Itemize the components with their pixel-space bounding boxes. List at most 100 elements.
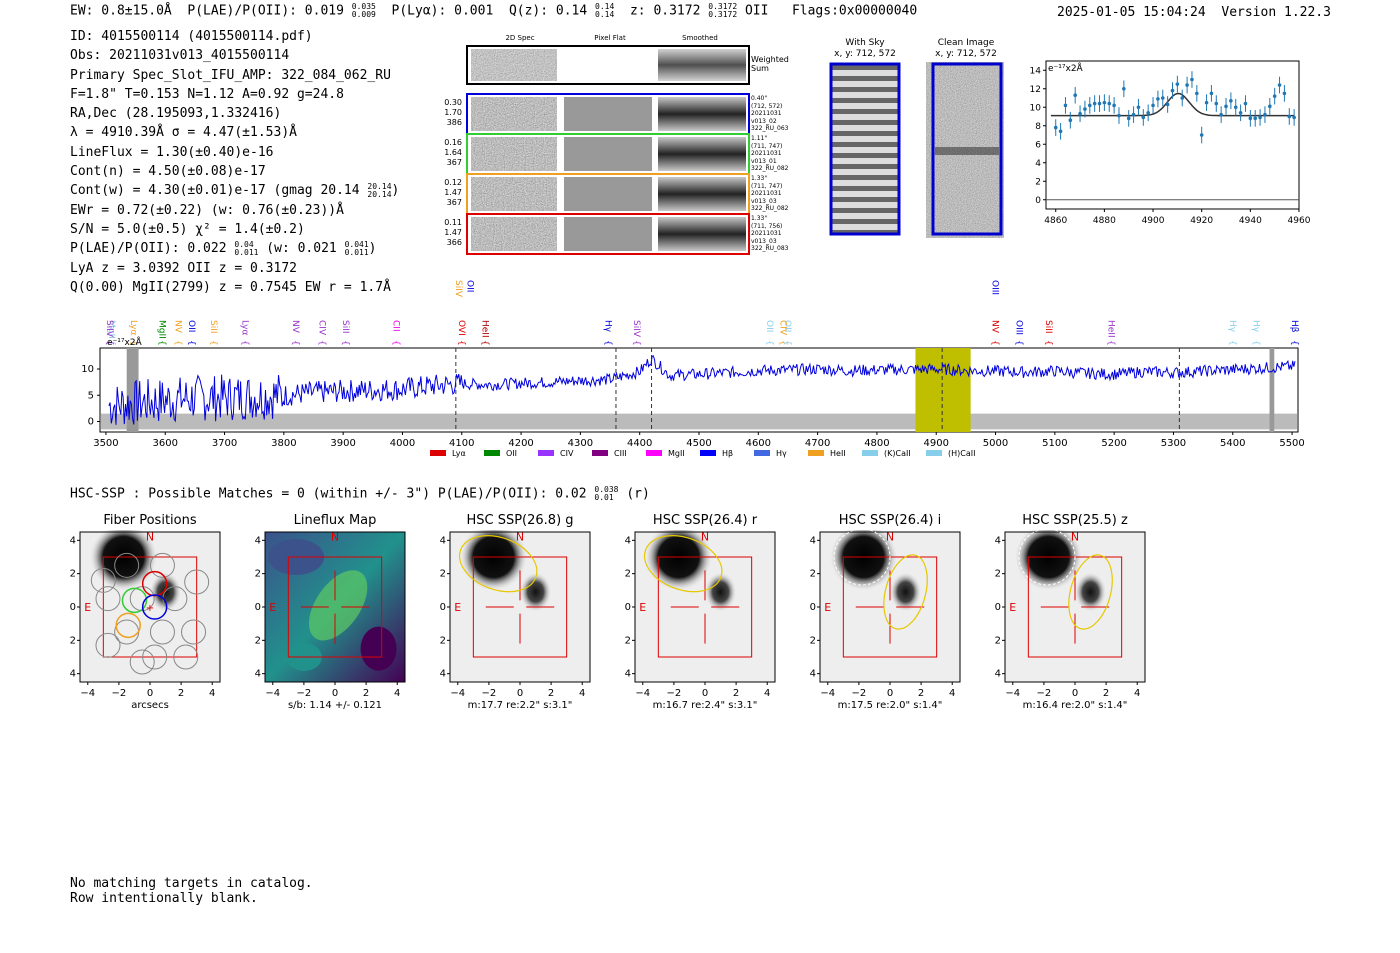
fiber-circle (149, 552, 175, 578)
ytick-label: −2 (995, 635, 1001, 646)
header-qz: Q(z): 0.14 (508, 3, 588, 19)
fit-data-point (1204, 100, 1209, 105)
with-sky-image (829, 62, 901, 236)
header-plya: P(Lyα): 0.001 (391, 3, 494, 19)
legend-label: OII (506, 449, 517, 458)
spectrum-xtick-label: 5000 (983, 438, 1008, 449)
ytick-label: 0 (255, 602, 261, 613)
header-version: Version 1.22.3 (1221, 5, 1331, 20)
panel-title: HSC SSP(26.4) r (652, 513, 758, 528)
fiber-circle (173, 644, 199, 670)
masked-region (126, 348, 139, 432)
fit-data-point (1063, 103, 1068, 108)
xtick-label: −4 (1005, 688, 1020, 699)
header-plae-hi: 0.035 (351, 2, 376, 11)
cutout-row-1 (466, 93, 750, 135)
spectrum-xtick-label: 3700 (212, 438, 237, 449)
row3-info: (711, 747) (751, 182, 783, 190)
fit-data-point (1151, 103, 1155, 108)
spectral-line-bracket: { (391, 340, 401, 346)
info-contw-row: Cont(w) = 4.30(±0.01)e-17 (gmag 20.14 20… (70, 181, 399, 200)
xtick-label: 2 (363, 688, 369, 699)
info-obs: Obs: 20211031v013_4015500114 (70, 48, 290, 64)
clean-image-label: Clean Image (937, 38, 995, 48)
spectral-line-label: Lyα (128, 320, 138, 336)
ytick-label: 0 (625, 602, 631, 613)
galaxy (519, 572, 552, 612)
spectral-line-label: Hβ (1289, 320, 1299, 333)
center-mark: + (146, 603, 154, 614)
info-lineflux: LineFlux = 1.30(±0.40)e-16 (70, 144, 274, 160)
weighted-2dspec (471, 49, 557, 81)
xtick-label: 0 (887, 688, 893, 699)
xtick-label: −2 (112, 688, 127, 699)
spectral-line-label: OII (782, 320, 792, 332)
info-lya: LyA z = 3.0392 OII z = 0.3172 (70, 260, 297, 276)
xtick-label: −4 (635, 688, 650, 699)
header-z: z: 0.3172 (629, 3, 701, 19)
panel-caption: m:17.7 re:2.2" s:3.1" (468, 700, 573, 710)
fit-ytick-label: 4 (1035, 159, 1041, 169)
legend-swatch (430, 450, 446, 456)
fit-ytick-label: 2 (1035, 177, 1041, 187)
fit-xtick-label: 4960 (1288, 216, 1310, 226)
xtick-label: −2 (1037, 688, 1052, 699)
xtick-label: 0 (332, 688, 338, 699)
panel-title: HSC SSP(26.8) g (466, 513, 574, 528)
fit-xtick-label: 4860 (1044, 216, 1067, 226)
row4-val: 366 (446, 238, 462, 247)
spectral-line-label: Hγ (602, 320, 612, 333)
ytick-label: −4 (625, 669, 631, 680)
ytick-label: −4 (810, 669, 816, 680)
fit-plot: 0 2 4 6 8 10 12 14 4860 4880 4900 4920 4940 4960 e⁻¹… (1030, 60, 1310, 226)
spectral-line-label: SiIV (104, 320, 114, 338)
catalog-ellipse (883, 554, 928, 630)
spectrum-xtick-label: 4700 (805, 438, 830, 449)
spectrum-xtick-label: 4400 (627, 438, 652, 449)
legend-swatch (646, 450, 662, 456)
ytick-label: 2 (625, 569, 631, 580)
north-label: N (1071, 530, 1079, 543)
spectral-line-label: NV (990, 320, 1000, 334)
header-ew: EW: 0.8±15.0Å (70, 3, 172, 19)
row4-info: v013_03 (751, 237, 777, 245)
east-label: E (269, 601, 276, 614)
bright-star (829, 530, 898, 591)
fit-data-point (1180, 96, 1185, 100)
info-contw-hi: 20.14 (367, 181, 392, 191)
spectral-line-bracket: { (208, 340, 218, 346)
aperture-box (472, 556, 568, 658)
panel-title: HSC SSP(25.5) z (1022, 513, 1128, 528)
fiber-circle (129, 586, 155, 612)
fiber-circle (95, 586, 121, 612)
galaxy (889, 572, 922, 612)
ytick-label: −2 (625, 635, 631, 646)
spectrum-xtick-label: 3600 (153, 438, 178, 449)
spectral-line-label: Hγ (1227, 320, 1237, 333)
spectral-line-bracket: { (456, 340, 466, 346)
fiber-orange (115, 612, 141, 639)
ytick-label: 0 (995, 602, 1001, 613)
spectrum-ylabel: e⁻¹⁷x2Å (107, 336, 143, 348)
row2-info: 322_RU_082 (751, 165, 789, 172)
ytick-label: 4 (995, 535, 1001, 546)
row4-left-labels: 0.11 1.47 366 (440, 218, 462, 248)
spectral-line-bracket: { (1013, 340, 1023, 346)
spectrum-xtick-label: 5100 (1042, 438, 1067, 449)
header-z-line: OII (744, 3, 769, 19)
info-lambda: λ = 4910.39Å σ = 4.47(±1.53)Å (70, 125, 297, 141)
info-primary: Primary Spec_Slot_IFU_AMP: 322_084_062_R… (70, 67, 391, 83)
header-datetime: 2025-01-05 15:04:24 (1057, 5, 1206, 20)
spectral-line-label: SiIV (631, 320, 641, 338)
legend-label: (K)CaII (884, 449, 911, 458)
info-plae-w-lo: 0.011 (344, 247, 369, 257)
north-label: N (701, 530, 709, 543)
info-plae-hi: 0.04 (234, 239, 254, 249)
fit-data-point (1233, 105, 1238, 110)
xtick-label: −2 (852, 688, 867, 699)
ytick-label: 2 (440, 569, 446, 580)
aperture-box (287, 556, 383, 658)
spectral-line-bracket: { (104, 340, 114, 346)
xtick-label: 0 (702, 688, 708, 699)
spectral-line-label: HeII (1105, 320, 1115, 338)
